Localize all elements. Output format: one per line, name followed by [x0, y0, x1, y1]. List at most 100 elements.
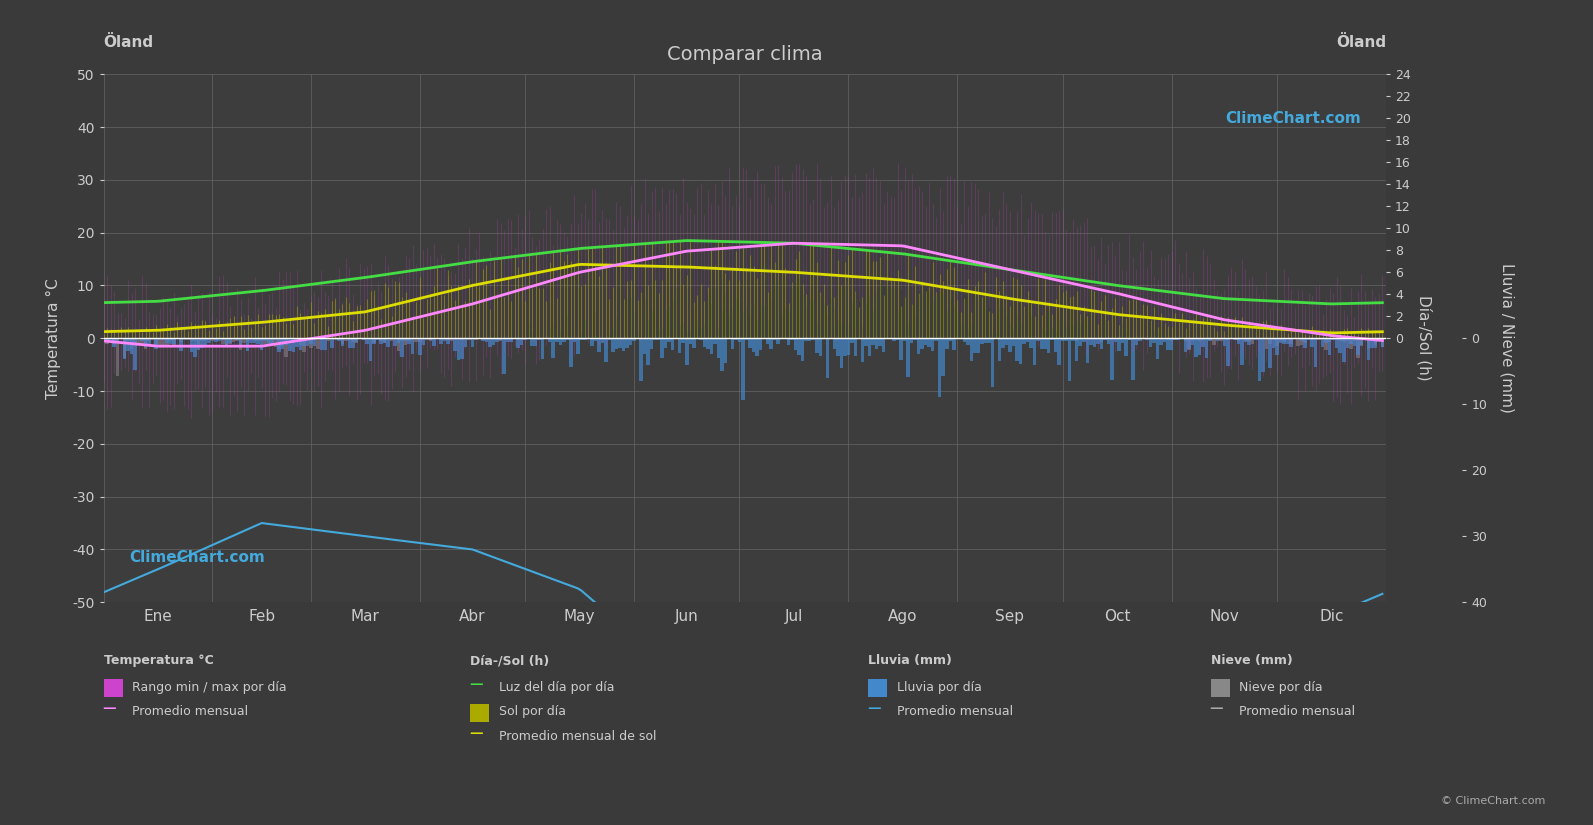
- Bar: [1332, 338, 1335, 340]
- Bar: [280, 338, 285, 349]
- Bar: [562, 338, 566, 342]
- Bar: [362, 338, 365, 340]
- Bar: [495, 338, 499, 342]
- Bar: [723, 338, 726, 364]
- Bar: [1169, 338, 1174, 341]
- Bar: [804, 338, 808, 342]
- Bar: [126, 338, 131, 341]
- Bar: [126, 338, 131, 351]
- Bar: [566, 338, 569, 341]
- Bar: [825, 338, 828, 378]
- Bar: [1233, 338, 1236, 340]
- Bar: [790, 338, 793, 340]
- Bar: [201, 338, 204, 341]
- Bar: [196, 338, 201, 351]
- Bar: [1324, 338, 1329, 343]
- Bar: [1373, 338, 1376, 347]
- Bar: [1209, 338, 1212, 341]
- Bar: [1166, 338, 1169, 350]
- Bar: [405, 338, 408, 345]
- Bar: [210, 338, 213, 341]
- Bar: [260, 338, 263, 350]
- Bar: [1166, 338, 1169, 340]
- Text: Promedio mensual: Promedio mensual: [132, 705, 249, 719]
- Bar: [393, 338, 397, 339]
- Bar: [787, 338, 790, 346]
- Bar: [292, 338, 295, 340]
- Bar: [196, 338, 201, 344]
- Bar: [857, 338, 860, 339]
- Text: Lluvia (mm): Lluvia (mm): [868, 654, 953, 667]
- Bar: [840, 338, 843, 367]
- Bar: [1184, 338, 1187, 351]
- Text: Öland: Öland: [104, 35, 153, 50]
- Bar: [632, 338, 636, 341]
- Bar: [201, 338, 204, 348]
- Bar: [1047, 338, 1050, 353]
- Bar: [1335, 338, 1338, 341]
- Bar: [615, 338, 618, 349]
- Bar: [1061, 338, 1064, 341]
- Bar: [1286, 338, 1289, 344]
- Bar: [1110, 338, 1114, 380]
- Bar: [1279, 338, 1282, 342]
- Bar: [417, 338, 422, 355]
- Bar: [1195, 338, 1198, 356]
- Bar: [1198, 338, 1201, 355]
- Bar: [892, 338, 895, 342]
- Bar: [793, 338, 798, 351]
- Bar: [569, 338, 572, 367]
- Bar: [344, 338, 347, 342]
- Bar: [1201, 338, 1204, 347]
- Bar: [481, 338, 484, 339]
- Bar: [1251, 338, 1254, 344]
- Bar: [519, 338, 524, 339]
- Bar: [298, 338, 303, 345]
- Bar: [1082, 338, 1085, 342]
- Bar: [1239, 338, 1244, 365]
- Bar: [280, 338, 285, 346]
- Bar: [236, 338, 239, 342]
- Bar: [169, 338, 172, 344]
- Bar: [1219, 338, 1222, 341]
- Bar: [425, 338, 429, 340]
- Bar: [776, 338, 781, 344]
- Bar: [277, 338, 280, 348]
- Bar: [1184, 338, 1187, 341]
- Bar: [134, 338, 137, 370]
- Bar: [650, 338, 653, 349]
- Bar: [446, 338, 449, 341]
- Bar: [583, 338, 586, 340]
- Bar: [1043, 338, 1047, 349]
- Bar: [113, 338, 116, 344]
- Bar: [183, 338, 186, 340]
- Bar: [151, 338, 155, 340]
- Bar: [213, 338, 218, 342]
- Bar: [1244, 338, 1247, 341]
- Bar: [878, 338, 883, 346]
- Bar: [250, 338, 253, 343]
- Bar: [1204, 338, 1209, 358]
- Bar: [158, 338, 161, 340]
- Bar: [1282, 338, 1286, 344]
- Bar: [422, 338, 425, 346]
- Bar: [178, 338, 183, 342]
- Bar: [123, 338, 126, 360]
- Bar: [362, 338, 365, 340]
- Bar: [178, 338, 183, 351]
- Bar: [758, 338, 763, 350]
- Bar: [945, 338, 948, 349]
- Bar: [1356, 338, 1359, 358]
- Title: Comparar clima: Comparar clima: [667, 45, 822, 64]
- Bar: [338, 338, 341, 341]
- Bar: [161, 338, 166, 346]
- Bar: [1314, 338, 1317, 340]
- Bar: [350, 338, 355, 342]
- Bar: [1177, 338, 1180, 339]
- Bar: [417, 338, 422, 342]
- Bar: [755, 338, 758, 356]
- Bar: [309, 338, 312, 348]
- Bar: [242, 338, 245, 342]
- Bar: [341, 338, 344, 345]
- Bar: [221, 338, 225, 344]
